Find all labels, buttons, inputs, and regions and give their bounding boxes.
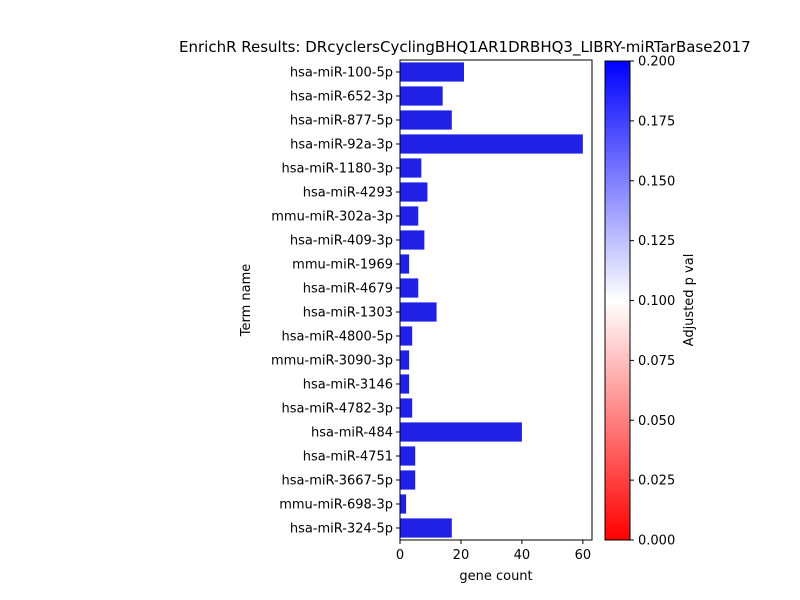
y-tick-label: mmu-miR-1969 xyxy=(292,258,393,273)
colorbar-label: Adjusted p val xyxy=(682,254,697,347)
colorbar-tick-label: 0.150 xyxy=(638,174,675,189)
colorbar-tick-label: 0.025 xyxy=(638,474,675,489)
y-tick-label: hsa-miR-100-5p xyxy=(290,66,393,81)
bar xyxy=(400,158,422,178)
bar xyxy=(400,62,464,82)
colorbar-tick-label: 0.200 xyxy=(638,55,675,70)
bar xyxy=(400,422,522,442)
bar xyxy=(400,446,416,466)
colorbar-tick-label: 0.050 xyxy=(638,414,675,429)
y-tick-label: hsa-miR-3146 xyxy=(303,378,393,393)
colorbar-tick-label: 0.125 xyxy=(638,234,675,249)
chart-title: EnrichR Results: DRcyclersCyclingBHQ1AR1… xyxy=(179,38,751,57)
y-tick-label: hsa-miR-484 xyxy=(311,426,393,441)
y-tick-label: hsa-miR-92a-3p xyxy=(290,138,393,153)
y-tick-label: hsa-miR-324-5p xyxy=(290,522,393,537)
y-axis-label: Term name xyxy=(239,264,254,338)
y-tick-label: hsa-miR-4782-3p xyxy=(282,402,393,417)
y-tick-label: hsa-miR-4293 xyxy=(303,186,393,201)
x-tick-label: 60 xyxy=(575,548,592,563)
bar xyxy=(400,254,410,274)
x-axis-label: gene count xyxy=(459,569,532,584)
plot-area: hsa-miR-100-5p hsa-miR-652-3p hsa-miR-877-… xyxy=(271,59,593,563)
bar xyxy=(400,470,416,490)
colorbar-tick-label: 0.000 xyxy=(638,534,675,549)
bar xyxy=(400,374,410,394)
x-tick-label: 20 xyxy=(453,548,470,563)
bar xyxy=(400,182,428,202)
y-tick-label: hsa-miR-652-3p xyxy=(290,90,393,105)
bar xyxy=(400,494,407,514)
bar xyxy=(400,206,419,226)
bar xyxy=(400,518,452,538)
colorbar-ticks: 0.000 0.025 0.050 0.075 0.100 0.125 0.150 0.175… xyxy=(630,55,675,549)
y-tick-label: mmu-miR-698-3p xyxy=(279,498,393,513)
bar xyxy=(400,278,419,298)
bar xyxy=(400,230,425,250)
y-tick-label: hsa-miR-4679 xyxy=(303,282,393,297)
y-tick-label: hsa-miR-1303 xyxy=(303,306,393,321)
y-tick-label: mmu-miR-302a-3p xyxy=(271,210,393,225)
y-tick-label: mmu-miR-3090-3p xyxy=(271,354,393,369)
y-tick-label: hsa-miR-877-5p xyxy=(290,114,393,129)
colorbar-tick-label: 0.175 xyxy=(638,114,675,129)
y-tick-label: hsa-miR-3667-5p xyxy=(282,474,393,489)
plot-frame xyxy=(399,59,593,541)
bar xyxy=(400,86,443,106)
bar xyxy=(400,302,437,322)
x-tick-label: 0 xyxy=(396,548,404,563)
bar xyxy=(400,326,413,346)
colorbar: 0.000 0.025 0.050 0.075 0.100 0.125 0.150 0.175… xyxy=(604,55,697,549)
bar xyxy=(400,134,583,154)
bar xyxy=(400,350,410,370)
y-tick-label: hsa-miR-1180-3p xyxy=(282,162,393,177)
bar xyxy=(400,110,452,130)
y-tick-label: hsa-miR-4800-5p xyxy=(282,330,393,345)
y-tick-label: hsa-miR-4751 xyxy=(303,450,393,465)
x-tick-label: 40 xyxy=(514,548,531,563)
colorbar-tick-label: 0.100 xyxy=(638,294,675,309)
y-tick-label: hsa-miR-409-3p xyxy=(290,234,393,249)
colorbar-gradient xyxy=(604,60,631,541)
colorbar-tick-label: 0.075 xyxy=(638,354,675,369)
bar xyxy=(400,398,413,418)
